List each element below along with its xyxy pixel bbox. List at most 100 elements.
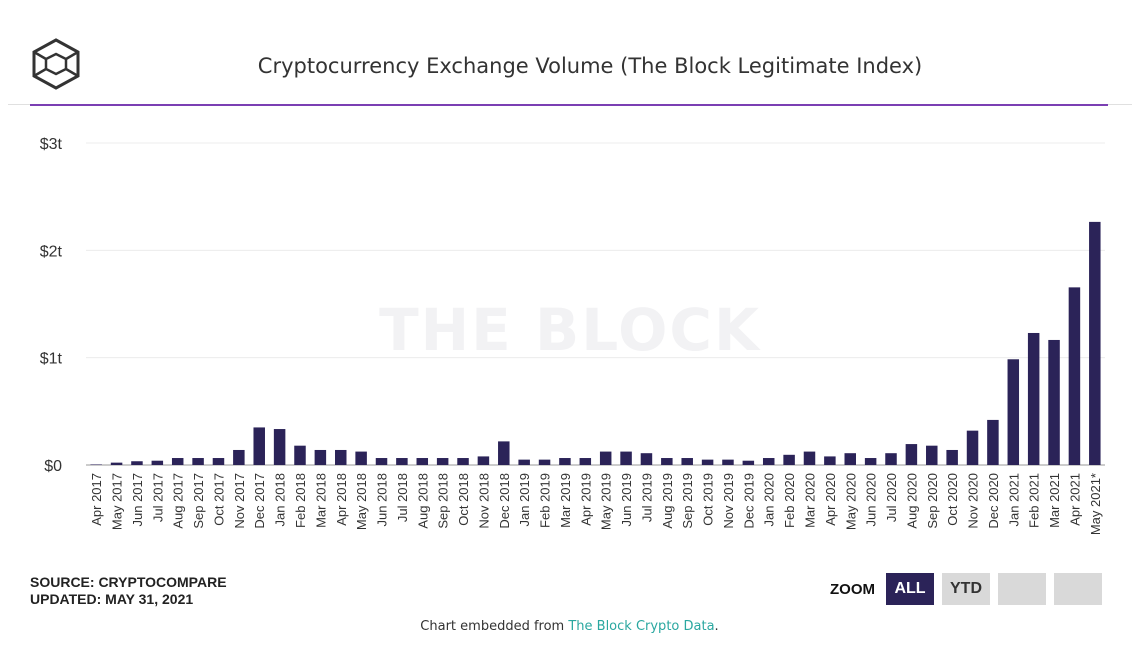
bar <box>498 441 510 465</box>
bar <box>416 458 429 465</box>
x-tick-label: Aug 2019 <box>660 473 675 529</box>
bar <box>355 451 367 465</box>
x-tick-label: Apr 2021 <box>1067 473 1082 526</box>
x-tick-label: Dec 2019 <box>741 473 756 529</box>
x-tick-label: May 2018 <box>354 473 369 530</box>
bar <box>1007 359 1020 465</box>
bar <box>803 451 816 465</box>
x-tick-label: Oct 2017 <box>211 473 226 526</box>
bar <box>824 456 836 465</box>
crypto-data-link[interactable]: The Block Crypto Data <box>568 619 715 634</box>
bar <box>926 445 938 465</box>
bar <box>457 458 469 465</box>
bar <box>294 445 306 465</box>
x-tick-label: May 2020 <box>843 473 858 530</box>
x-tick-label: Apr 2020 <box>823 473 838 526</box>
x-tick-label: Nov 2018 <box>476 473 491 529</box>
x-tick-label: Oct 2019 <box>701 473 716 526</box>
bar <box>783 454 795 465</box>
bar <box>1068 287 1081 465</box>
bar <box>477 456 490 465</box>
x-tick-label: Nov 2019 <box>721 473 736 529</box>
bar <box>762 458 775 465</box>
bar <box>335 449 347 465</box>
x-tick-label: Dec 2017 <box>252 473 267 529</box>
x-tick-label: Nov 2020 <box>966 473 981 529</box>
bar <box>681 458 693 465</box>
bar <box>661 458 673 465</box>
x-tick-label: Sep 2020 <box>925 473 940 529</box>
x-tick-label: Oct 2018 <box>456 473 471 526</box>
x-tick-label: Oct 2020 <box>945 473 960 526</box>
bar <box>742 460 755 465</box>
x-tick-label: Aug 2018 <box>415 473 430 529</box>
updated-line: UPDATED: MAY 31, 2021 <box>30 591 194 607</box>
x-tick-label: Apr 2018 <box>334 473 349 526</box>
x-tick-label: Dec 2020 <box>986 473 1001 529</box>
bar <box>640 453 653 465</box>
bar <box>131 461 143 465</box>
x-tick-label: Dec 2018 <box>497 473 512 529</box>
x-tick-label: Jul 2018 <box>395 473 410 522</box>
bar <box>987 419 999 465</box>
x-tick-label: Jun 2019 <box>619 473 634 527</box>
footer-suffix: . <box>714 619 719 634</box>
bar <box>90 464 102 465</box>
x-tick-label: Jul 2019 <box>639 473 654 522</box>
zoom-ytd-button[interactable]: YTD <box>942 573 990 605</box>
x-tick-label: May 2019 <box>599 473 614 530</box>
bar <box>966 430 979 465</box>
x-tick-label: Jun 2017 <box>130 473 145 527</box>
bar <box>192 458 204 465</box>
zoom-all-button[interactable]: ALL <box>886 573 934 605</box>
bar <box>701 459 714 465</box>
bar <box>253 427 265 465</box>
x-tick-label: Mar 2020 <box>802 473 817 528</box>
y-tick-label: $2t <box>40 243 63 260</box>
x-tick-label: Mar 2021 <box>1047 473 1062 528</box>
bar <box>1027 332 1040 465</box>
source-line: SOURCE: CRYPTOCOMPARE <box>30 574 227 590</box>
x-tick-label: Jun 2020 <box>864 473 879 527</box>
x-tick-label: Jul 2020 <box>884 473 899 522</box>
x-tick-label: Mar 2019 <box>558 473 573 528</box>
bar <box>171 458 184 465</box>
y-tick-label: $3t <box>40 136 63 153</box>
bar <box>110 462 123 465</box>
zoom-option-button-3[interactable] <box>998 573 1046 605</box>
bar <box>1089 221 1101 465</box>
bar <box>844 453 856 465</box>
watermark: THE BLOCK <box>379 296 761 364</box>
bar <box>864 458 877 465</box>
bar <box>722 459 734 465</box>
x-tick-label: Jul 2017 <box>150 473 165 522</box>
bar <box>905 444 918 465</box>
x-tick-label: Sep 2018 <box>436 473 451 529</box>
x-tick-label: Sep 2019 <box>680 473 695 529</box>
x-tick-label: Nov 2017 <box>232 473 247 529</box>
y-tick-label: $0 <box>44 458 62 475</box>
x-tick-label: Aug 2020 <box>904 473 919 529</box>
bar <box>885 453 897 465</box>
x-tick-label: May 2017 <box>110 473 125 530</box>
bar <box>518 459 530 465</box>
bar <box>151 460 164 465</box>
bar <box>946 449 958 465</box>
x-tick-label: Sep 2017 <box>191 473 206 529</box>
source-info: SOURCE: CRYPTOCOMPARE UPDATED: MAY 31, 2… <box>30 574 227 608</box>
zoom-option-button-4[interactable] <box>1054 573 1102 605</box>
x-tick-label: May 2021* <box>1088 473 1103 535</box>
bar <box>579 458 592 465</box>
bar <box>559 458 571 465</box>
bar <box>233 449 245 465</box>
x-tick-label: Feb 2019 <box>538 473 553 528</box>
x-tick-label: Aug 2017 <box>171 473 186 529</box>
x-tick-label: Jan 2019 <box>517 473 532 527</box>
bar <box>396 458 408 465</box>
x-tick-label: Jan 2018 <box>273 473 288 527</box>
y-tick-label: $1t <box>40 351 63 368</box>
bar <box>1048 339 1060 465</box>
header-accent-line <box>30 104 1108 106</box>
x-tick-label: Jun 2018 <box>375 473 390 527</box>
x-tick-label: Mar 2018 <box>313 473 328 528</box>
